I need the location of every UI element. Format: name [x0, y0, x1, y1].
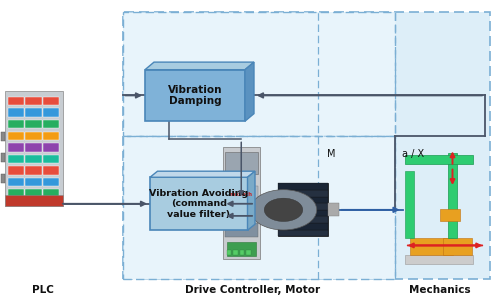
Bar [42, 120, 59, 128]
Bar [1, 153, 5, 162]
Bar [42, 178, 59, 186]
Bar [1, 132, 5, 141]
Bar [278, 203, 328, 210]
Bar [278, 183, 328, 190]
Bar [150, 177, 248, 230]
Bar [25, 155, 42, 163]
Polygon shape [145, 62, 254, 70]
FancyBboxPatch shape [122, 136, 395, 279]
Bar [278, 230, 328, 236]
Bar [226, 242, 256, 256]
Polygon shape [150, 171, 255, 177]
Bar [5, 91, 62, 206]
Bar [440, 209, 460, 221]
Bar [278, 216, 328, 223]
Bar [278, 190, 328, 197]
Bar [25, 120, 42, 128]
Bar [8, 97, 24, 105]
Text: Mechanics: Mechanics [409, 285, 471, 295]
Bar [224, 186, 258, 220]
Bar [240, 250, 244, 255]
Bar [8, 166, 24, 175]
Bar [25, 178, 42, 186]
Text: PLC: PLC [32, 285, 54, 295]
Bar [25, 143, 42, 152]
Bar [448, 153, 456, 238]
Bar [405, 255, 472, 264]
Bar [405, 155, 472, 164]
Bar [8, 143, 24, 152]
Bar [224, 223, 258, 237]
Bar [233, 250, 237, 255]
Circle shape [250, 190, 317, 230]
Bar [224, 152, 258, 174]
Bar [42, 143, 59, 152]
Circle shape [264, 198, 303, 221]
FancyBboxPatch shape [122, 12, 395, 136]
Text: a / X: a / X [402, 149, 424, 159]
Bar [42, 189, 59, 198]
Bar [25, 97, 42, 105]
Bar [25, 132, 42, 140]
Bar [42, 155, 59, 163]
Bar [405, 171, 414, 238]
Text: Vibration
Damping: Vibration Damping [168, 85, 222, 106]
Bar [1, 174, 5, 183]
Bar [8, 155, 24, 163]
Bar [145, 70, 245, 121]
Bar [42, 166, 59, 175]
Text: Drive Controller, Motor: Drive Controller, Motor [185, 285, 320, 295]
Bar [278, 197, 328, 203]
Bar [246, 250, 250, 255]
Bar [410, 238, 453, 255]
Bar [8, 120, 24, 128]
Bar [278, 223, 328, 230]
Polygon shape [245, 62, 254, 121]
FancyBboxPatch shape [122, 12, 490, 279]
Bar [25, 166, 42, 175]
Bar [222, 147, 260, 259]
Bar [328, 204, 338, 216]
Bar [226, 250, 231, 255]
Bar [278, 210, 328, 216]
Bar [8, 108, 24, 117]
Bar [8, 189, 24, 198]
Bar [42, 97, 59, 105]
Bar [25, 189, 42, 198]
Bar [25, 108, 42, 117]
Bar [5, 195, 62, 206]
Text: M: M [328, 149, 336, 159]
Bar [42, 132, 59, 140]
Bar [42, 108, 59, 117]
Text: Vibration Avoiding
(command
value filter): Vibration Avoiding (command value filter… [149, 189, 248, 219]
Bar [8, 132, 24, 140]
Text: rexroth: rexroth [230, 191, 253, 197]
Bar [278, 183, 328, 236]
Bar [442, 238, 472, 255]
Bar [8, 178, 24, 186]
Polygon shape [248, 171, 255, 230]
